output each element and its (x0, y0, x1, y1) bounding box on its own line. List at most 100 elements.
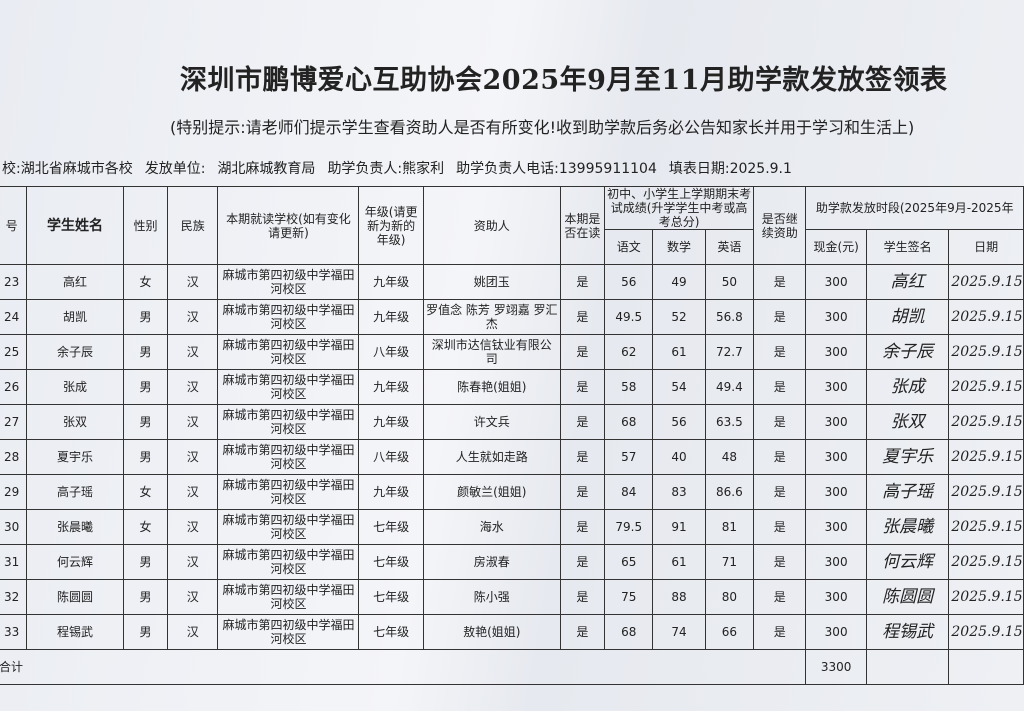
cell: 陈春艳(姐姐) (422, 369, 561, 405)
data-row: 30 张晨曦女汉麻城市第四初级中学福田河校区 七年级 海水是 79.5 91 81 是 300 张… (0, 509, 1024, 545)
signature: 程锡武 (865, 614, 950, 650)
cell: 九年级 (358, 369, 424, 405)
cell: 陈圆圆 (26, 579, 124, 615)
cell: 25 (0, 334, 28, 370)
cell: 男 (122, 439, 169, 475)
cell: 麻城市第四初级中学福田河校区 (217, 614, 360, 650)
cell: 男 (122, 299, 169, 335)
cell: 麻城市第四初级中学福田河校区 (217, 579, 360, 615)
cell: 女 (122, 474, 169, 510)
cell: 23 (0, 264, 28, 300)
cell: 是 (559, 614, 606, 650)
info-line: 校:湖北省麻城市各校 发放单位: 湖北麻城教育局 助学负责人:熊家利 助学负责人电话:1… (2, 158, 804, 178)
signed-date: 2025.9.15 (948, 439, 1024, 475)
cell: 张成 (26, 369, 124, 405)
cell: 汉 (167, 369, 219, 405)
cell: 54 (652, 369, 706, 405)
cell: 麻城市第四初级中学福田河校区 (217, 299, 360, 335)
cell: 是 (559, 509, 606, 545)
cell: 300 (805, 404, 867, 440)
cell: 高红 (26, 264, 124, 300)
cell: 74 (652, 614, 706, 650)
table: 号学生姓名 性别 民族 本期就读学校(如有变化请更新) 年级(请更新为新的年级) 资助人本… (0, 186, 1024, 685)
cell: 男 (122, 544, 169, 580)
cell: 是 (559, 544, 606, 580)
header-cell: 本期是否在读 (559, 186, 606, 265)
cell: 68 (604, 614, 654, 650)
total-label: 合计 (0, 649, 807, 685)
cell: 28 (0, 439, 28, 475)
cell: 75 (604, 579, 654, 615)
cell: 何云辉 (26, 544, 124, 580)
info-item: 校:湖北省麻城市各校 (2, 161, 133, 177)
cell: 86.6 (704, 474, 755, 510)
cell: 是 (559, 404, 606, 440)
cell: 63.5 (704, 404, 755, 440)
cell: 88 (652, 579, 706, 615)
cell: 80 (704, 579, 755, 615)
header-cell: 数学 (652, 229, 706, 265)
header-cell: 语文 (604, 229, 654, 265)
info-item: 助学负责人电话:13995911104 (456, 161, 657, 177)
cell: 麻城市第四初级中学福田河校区 (217, 544, 360, 580)
signed-date: 2025.9.15 (948, 264, 1024, 300)
data-row: 32 陈圆圆男汉麻城市第四初级中学福田河校区 七年级 陈小强是 75 88 80 是 300 陈圆… (0, 579, 1024, 615)
cell: 罗值念 陈芳 罗翊嘉 罗汇杰 (422, 299, 561, 335)
signed-date: 2025.9.15 (948, 369, 1024, 405)
cell: 汉 (167, 614, 219, 650)
cell: 汉 (167, 544, 219, 580)
signature: 胡凯 (865, 299, 950, 335)
signed-date: 2025.9.15 (948, 404, 1024, 440)
cell: 程锡武 (26, 614, 124, 650)
header-row: 号学生姓名 性别 民族 本期就读学校(如有变化请更新) 年级(请更新为新的年级) 资助人本… (0, 186, 1024, 265)
data-row: 25 余子辰男汉麻城市第四初级中学福田河校区 八年级 深圳市达信钛业有限公司是 62 61… (0, 334, 1024, 370)
data-row: 31 何云辉男汉麻城市第四初级中学福田河校区 七年级 房淑春是 65 61 71 是 300 何云… (0, 544, 1024, 580)
cell: 32 (0, 579, 28, 615)
cell: 男 (122, 614, 169, 650)
cell: 汉 (167, 334, 219, 370)
header-cell: 是否继续资助 (753, 186, 807, 265)
header-cell: 资助人 (422, 186, 561, 265)
cell: 七年级 (358, 509, 424, 545)
signature: 张双 (865, 404, 950, 440)
cell: 是 (559, 474, 606, 510)
cell: 27 (0, 404, 28, 440)
info-item: 发放单位: (144, 161, 206, 177)
signature: 何云辉 (865, 544, 950, 580)
cell: 麻城市第四初级中学福田河校区 (217, 264, 360, 300)
signature: 张成 (865, 369, 950, 405)
cell: 300 (805, 474, 867, 510)
cell: 深圳市达信钛业有限公司 (422, 334, 561, 370)
total-row: 合计 3300 (0, 649, 1024, 685)
cell: 33 (0, 614, 28, 650)
cell: 是 (753, 544, 807, 580)
cell: 81 (704, 509, 755, 545)
cell: 汉 (167, 474, 219, 510)
cell: 84 (604, 474, 654, 510)
signature: 高子瑶 (865, 474, 950, 510)
cell: 是 (753, 404, 807, 440)
cell: 高子瑶 (26, 474, 124, 510)
cell: 49 (652, 264, 706, 300)
data-row: 29 高子瑶女汉麻城市第四初级中学福田河校区 九年级 颜敏兰(姐姐) 是 84 83 86.6… (0, 474, 1024, 510)
cell: 56 (604, 264, 654, 300)
cell: 48 (704, 439, 755, 475)
cell: 是 (559, 334, 606, 370)
cell: 七年级 (358, 579, 424, 615)
cell: 49.4 (704, 369, 755, 405)
signature: 张晨曦 (865, 509, 950, 545)
signed-date: 2025.9.15 (948, 509, 1024, 545)
cell: 麻城市第四初级中学福田河校区 (217, 439, 360, 475)
cell: 麻城市第四初级中学福田河校区 (217, 369, 360, 405)
cell: 300 (805, 579, 867, 615)
cell: 83 (652, 474, 706, 510)
data-row: 23 高红女汉麻城市第四初级中学福田河校区 九年级 姚团玉是 56 49 50 是 300 高红 2… (0, 264, 1024, 300)
cell: 汉 (167, 439, 219, 475)
signed-date: 2025.9.15 (948, 579, 1024, 615)
cell: 是 (753, 299, 807, 335)
cell: 是 (753, 579, 807, 615)
cell: 是 (559, 264, 606, 300)
cell: 男 (122, 369, 169, 405)
cell: 是 (559, 299, 606, 335)
